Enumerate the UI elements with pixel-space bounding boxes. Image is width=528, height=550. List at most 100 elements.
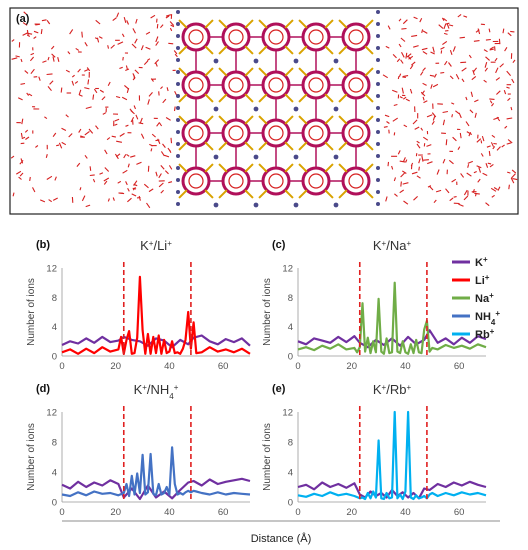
water-molecule [77,68,81,73]
water-molecule [385,45,390,49]
panel-a-label: (a) [16,13,30,25]
water-molecule [468,54,472,59]
water-molecule [71,80,75,86]
cation-atom [376,130,380,134]
framework-bridge [178,93,188,103]
x-tick-label: 40 [400,361,411,372]
framework-bridge [338,93,348,103]
water-molecule [58,142,63,149]
water-molecule [19,172,24,177]
water-molecule [421,47,428,51]
cation-atom [176,142,180,146]
framework-bridge [178,163,188,173]
water-molecule [477,178,481,183]
water-molecule [440,71,445,74]
water-molecule [466,131,473,135]
x-tick-label: 60 [454,361,465,372]
water-molecule [495,67,499,74]
water-molecule [469,109,474,114]
water-molecule [125,68,130,72]
water-molecule [418,158,421,164]
framework-ring-inner [188,29,204,45]
water-molecule [512,178,518,181]
water-molecule [472,69,475,76]
water-molecule [85,204,91,208]
water-molecule [405,159,408,163]
water-molecule [130,155,136,158]
water-molecule [385,196,388,202]
water-molecule [420,91,426,97]
water-molecule [147,99,150,105]
water-molecule [463,195,469,201]
water-molecule [458,112,462,119]
water-molecule [507,32,512,37]
water-molecule [29,56,35,62]
framework-bridge [298,115,308,125]
framework-bridge [244,163,254,173]
cation-atom [213,58,219,64]
water-molecule [145,31,151,35]
y-tick-label: 12 [46,264,57,275]
water-molecule [400,181,402,187]
water-molecule [392,117,399,122]
water-molecule [422,67,426,72]
cation-atom [293,202,299,208]
water-molecule [112,197,115,201]
water-molecule [449,197,454,202]
water-molecule [94,37,99,40]
framework-bridge [364,93,374,103]
water-molecule [17,97,23,101]
framework-bridge [338,19,348,29]
water-molecule [435,189,442,193]
water-molecule [426,114,433,118]
water-molecule [506,86,510,89]
framework-bridge [298,189,308,199]
water-molecule [38,76,41,81]
water-molecule [131,193,137,197]
cation-atom [376,202,380,206]
water-molecule [65,114,69,118]
water-molecule [119,132,125,137]
water-molecule [443,17,448,22]
water-molecule [119,66,123,70]
water-molecule [30,68,35,75]
water-molecule [448,62,452,67]
water-molecule [168,165,173,170]
chart-title: K+/Li+ [140,238,172,253]
water-molecule [125,65,128,70]
water-molecule [427,185,432,188]
water-molecule [39,199,46,203]
water-molecule [394,193,398,197]
water-molecule [489,98,495,100]
water-molecule [150,14,156,19]
water-molecule [165,14,172,17]
water-molecule [98,36,103,39]
water-molecule [133,180,138,186]
water-molecule [474,99,479,103]
water-molecule [463,189,468,196]
water-molecule [387,161,390,167]
chart-d: (d) K+/NH4+ Number of ions 0 4 8 12 0 20 40 60 [26,382,251,518]
cation-atom [176,154,180,158]
water-molecule [49,80,54,85]
water-molecule [442,40,448,46]
framework-bridge [244,45,254,55]
framework-ring-inner [268,77,284,93]
water-molecule [145,46,151,50]
water-molecule [158,182,164,188]
water-molecule [75,47,80,51]
cation-atom [333,58,339,64]
water-molecule [104,149,108,155]
water-molecule [99,89,104,93]
framework-ring-inner [228,29,244,45]
water-molecule [436,169,440,175]
water-molecule [398,18,402,22]
y-tick-label: 0 [288,352,293,363]
water-molecule [492,146,496,150]
water-molecule [166,87,169,92]
water-molecule [114,118,120,122]
cation-atom [293,106,299,112]
water-molecule [122,56,124,61]
water-molecule [486,145,491,148]
water-molecule [122,169,128,174]
